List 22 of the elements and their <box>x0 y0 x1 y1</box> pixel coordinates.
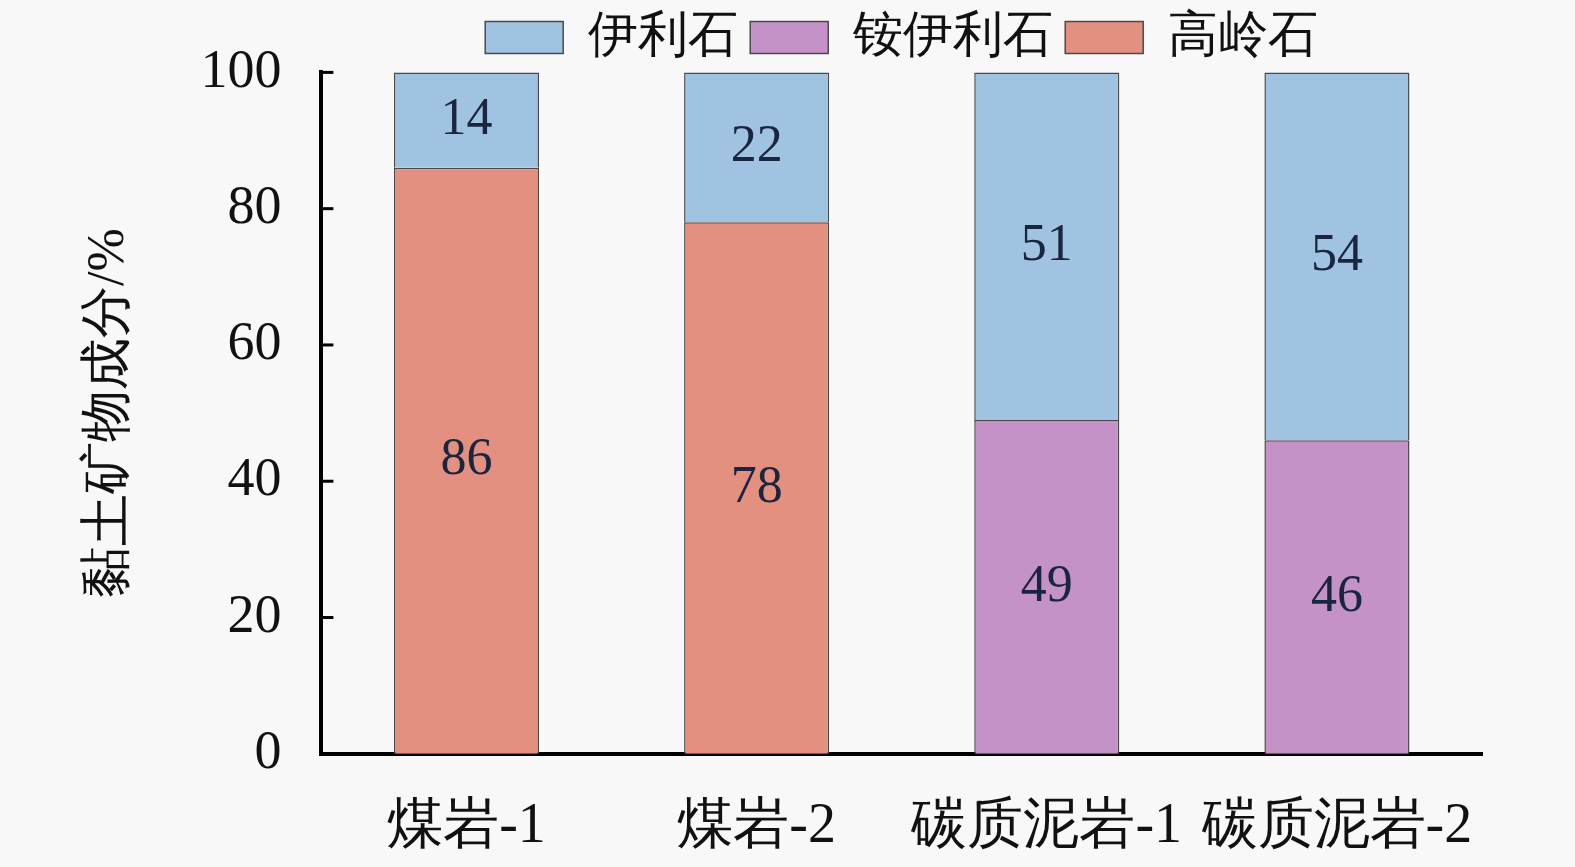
data-label: 51 <box>1020 213 1073 271</box>
legend-label: 铵伊利石 <box>852 5 1054 62</box>
data-label: 54 <box>1310 224 1363 282</box>
x-tick-label: 煤岩-1 <box>387 792 546 855</box>
y-tick-label: 60 <box>227 311 282 372</box>
data-label: 22 <box>730 115 783 173</box>
y-tick-label: 40 <box>227 447 282 508</box>
legend-label: 高岭石 <box>1168 5 1319 62</box>
y-tick-label: 100 <box>200 38 282 99</box>
data-label: 14 <box>440 87 493 145</box>
data-label: 86 <box>440 428 493 486</box>
x-tick-label: 碳质泥岩-2 <box>1200 792 1473 855</box>
data-label: 49 <box>1020 554 1073 612</box>
y-tick-label: 80 <box>227 174 282 235</box>
data-label: 78 <box>730 455 783 513</box>
y-tick-label: 20 <box>227 583 282 644</box>
y-tick-label: 0 <box>254 719 282 780</box>
x-tick-label: 碳质泥岩-1 <box>910 792 1183 855</box>
x-tick-label: 煤岩-2 <box>677 792 836 855</box>
y-axis-title: 黏土矿物成分/% <box>76 228 134 598</box>
data-label: 46 <box>1310 564 1363 622</box>
legend-label: 伊利石 <box>588 5 739 62</box>
